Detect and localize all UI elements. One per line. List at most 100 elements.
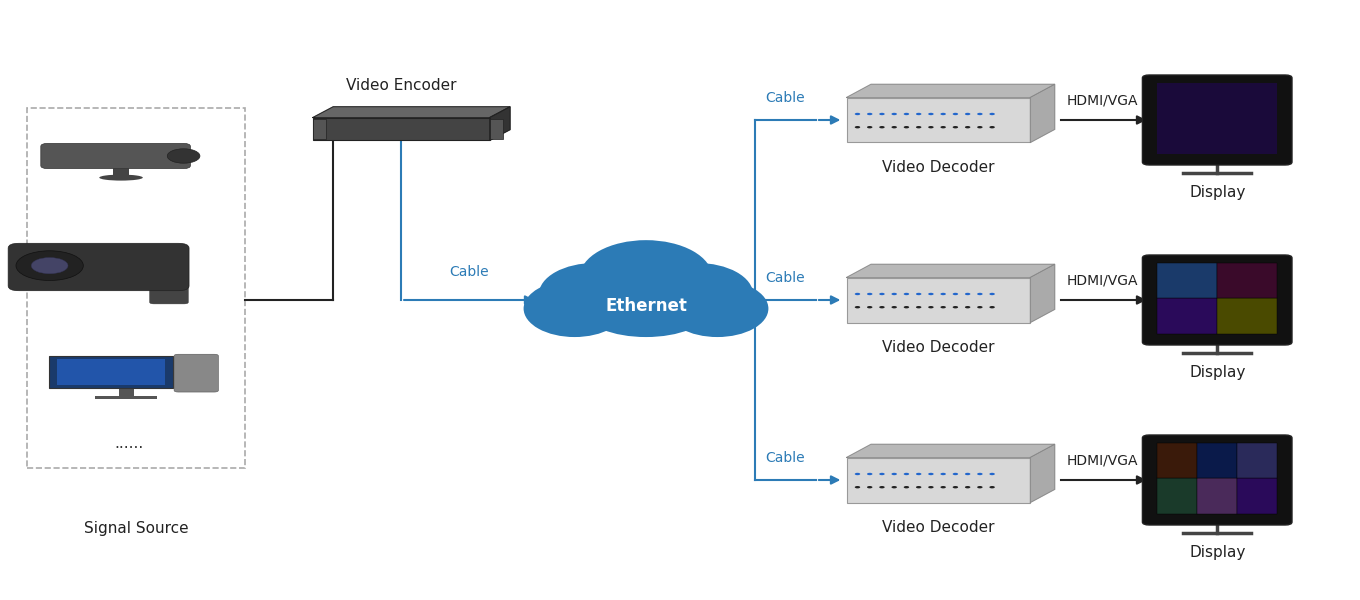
Circle shape	[868, 473, 873, 475]
FancyBboxPatch shape	[846, 457, 1031, 503]
Circle shape	[989, 486, 994, 488]
Ellipse shape	[99, 175, 143, 181]
Circle shape	[952, 113, 957, 115]
Circle shape	[928, 293, 933, 295]
Text: Cable: Cable	[766, 451, 805, 465]
Circle shape	[892, 293, 898, 295]
Circle shape	[879, 293, 884, 295]
Text: HDMI/VGA: HDMI/VGA	[1066, 274, 1138, 288]
Circle shape	[989, 113, 994, 115]
Circle shape	[989, 293, 994, 295]
Text: Cable: Cable	[766, 91, 805, 105]
Circle shape	[892, 473, 898, 475]
Circle shape	[854, 113, 860, 115]
FancyBboxPatch shape	[1157, 443, 1197, 478]
FancyBboxPatch shape	[846, 97, 1031, 142]
Circle shape	[854, 306, 860, 308]
Circle shape	[903, 306, 908, 308]
FancyBboxPatch shape	[150, 273, 188, 304]
FancyBboxPatch shape	[490, 119, 503, 139]
Ellipse shape	[524, 280, 626, 337]
Polygon shape	[846, 444, 1055, 457]
Circle shape	[928, 126, 933, 128]
Circle shape	[892, 126, 898, 128]
FancyBboxPatch shape	[118, 387, 135, 397]
Circle shape	[854, 126, 860, 128]
Circle shape	[928, 306, 933, 308]
Circle shape	[964, 486, 970, 488]
Circle shape	[879, 126, 884, 128]
FancyBboxPatch shape	[1157, 298, 1217, 334]
FancyBboxPatch shape	[1142, 75, 1292, 165]
Circle shape	[167, 149, 200, 163]
Circle shape	[940, 306, 947, 308]
Circle shape	[928, 113, 933, 115]
Text: Cable: Cable	[766, 271, 805, 285]
Circle shape	[917, 113, 922, 115]
FancyBboxPatch shape	[49, 356, 173, 388]
Circle shape	[952, 306, 957, 308]
FancyBboxPatch shape	[1197, 443, 1238, 478]
Circle shape	[879, 473, 884, 475]
Circle shape	[940, 486, 947, 488]
Circle shape	[976, 113, 982, 115]
FancyBboxPatch shape	[1197, 478, 1238, 514]
FancyBboxPatch shape	[95, 396, 158, 400]
Circle shape	[892, 486, 898, 488]
Circle shape	[964, 126, 970, 128]
Circle shape	[989, 306, 994, 308]
Circle shape	[16, 251, 83, 280]
FancyBboxPatch shape	[1217, 263, 1277, 298]
Circle shape	[903, 113, 908, 115]
Text: HDMI/VGA: HDMI/VGA	[1066, 454, 1138, 468]
Circle shape	[940, 473, 947, 475]
Circle shape	[952, 126, 957, 128]
Circle shape	[940, 293, 947, 295]
Circle shape	[928, 486, 933, 488]
FancyBboxPatch shape	[1142, 255, 1292, 345]
Text: Display: Display	[1189, 365, 1246, 380]
Text: HDMI/VGA: HDMI/VGA	[1066, 94, 1138, 108]
Text: Display: Display	[1189, 545, 1246, 560]
FancyBboxPatch shape	[313, 118, 490, 140]
FancyBboxPatch shape	[1238, 478, 1277, 514]
Polygon shape	[1031, 84, 1055, 142]
Circle shape	[989, 126, 994, 128]
Circle shape	[976, 486, 982, 488]
FancyBboxPatch shape	[1157, 263, 1277, 334]
Polygon shape	[846, 264, 1055, 277]
Polygon shape	[490, 107, 510, 140]
Polygon shape	[846, 84, 1055, 97]
Ellipse shape	[641, 263, 753, 326]
FancyBboxPatch shape	[1217, 298, 1277, 334]
Circle shape	[903, 486, 908, 488]
Circle shape	[868, 486, 873, 488]
FancyBboxPatch shape	[1157, 263, 1217, 298]
Circle shape	[976, 306, 982, 308]
Text: Display: Display	[1189, 185, 1246, 200]
FancyBboxPatch shape	[1157, 443, 1277, 514]
FancyBboxPatch shape	[846, 277, 1031, 323]
Circle shape	[952, 486, 957, 488]
Text: Video Decoder: Video Decoder	[883, 520, 994, 535]
FancyBboxPatch shape	[8, 243, 189, 290]
Circle shape	[952, 473, 957, 475]
Circle shape	[879, 113, 884, 115]
Ellipse shape	[579, 240, 713, 314]
Text: Ethernet: Ethernet	[605, 297, 687, 315]
Circle shape	[892, 113, 898, 115]
Text: Video Encoder: Video Encoder	[345, 78, 457, 93]
Circle shape	[868, 293, 873, 295]
Polygon shape	[1031, 264, 1055, 323]
FancyBboxPatch shape	[313, 119, 326, 139]
FancyBboxPatch shape	[174, 354, 219, 392]
Circle shape	[854, 473, 860, 475]
Text: Signal Source: Signal Source	[84, 520, 188, 535]
FancyBboxPatch shape	[41, 143, 190, 169]
Text: Video Decoder: Video Decoder	[883, 340, 994, 355]
Circle shape	[868, 113, 873, 115]
Ellipse shape	[666, 280, 768, 337]
Text: ......: ......	[114, 437, 144, 451]
Circle shape	[854, 486, 860, 488]
Circle shape	[903, 126, 908, 128]
